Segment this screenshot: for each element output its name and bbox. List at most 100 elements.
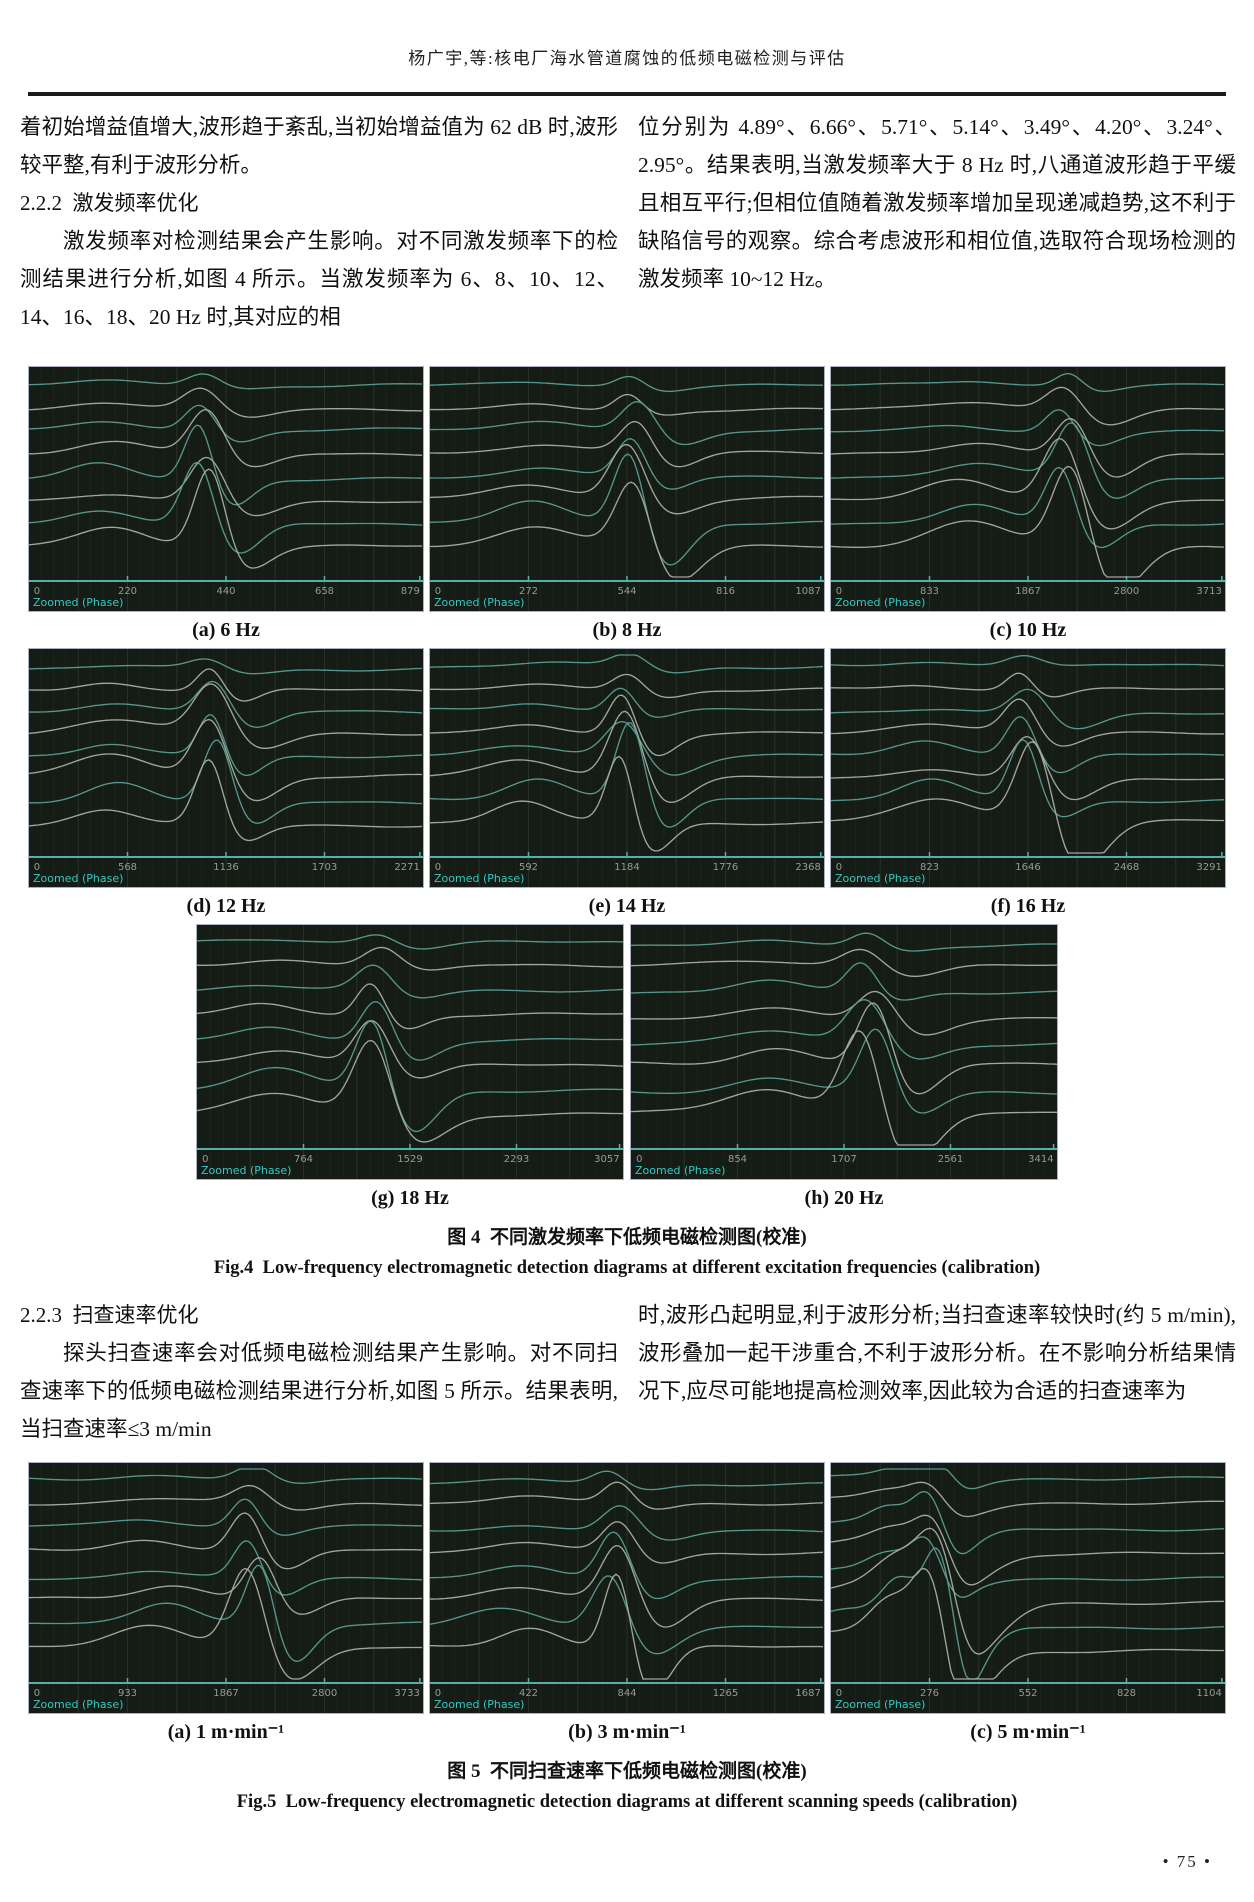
axis-mode-label: Zoomed (Phase) [434, 1698, 524, 1711]
axis-tick-label: 0 [636, 1154, 642, 1165]
waveform-chart: 0 568 1136 1703 2271 Zoomed (Phase) [28, 649, 423, 887]
waveform-panel: 0 276 552 828 1104 Zoomed (Phase) [830, 1462, 1226, 1714]
figure4-captions-row2: (d) 12 Hz (e) 14 Hz (f) 16 Hz [28, 888, 1226, 924]
figure4-caption-zh: 图 4 不同激发频率下低频电磁检测图(校准) [447, 1227, 807, 1248]
text-column-right-222: 位分别为 4.89°、6.66°、5.71°、5.14°、3.49°、4.20°… [638, 108, 1236, 298]
axis-tick-label: 0 [202, 1154, 208, 1165]
header-rule [28, 92, 1226, 96]
waveform-chart: 0 854 1707 2561 3414 Zoomed (Phase) [630, 925, 1058, 1179]
running-header: 杨广宇,等:核电厂海水管道腐蚀的低频电磁检测与评估 [408, 49, 846, 68]
axis-tick-label: 1707 [831, 1154, 856, 1165]
axis-tick-label: 3733 [394, 1688, 419, 1699]
waveform-panel: 0 823 1646 2468 3291 Zoomed (Phase) [830, 648, 1226, 888]
axis-tick-label: 1184 [614, 862, 639, 873]
axis-tick-label: 879 [401, 586, 420, 597]
axis-tick-label: 544 [617, 586, 636, 597]
waveform-chart: 0 422 844 1265 1687 Zoomed (Phase) [429, 1463, 824, 1713]
waveform-panel: 0 933 1867 2800 3733 Zoomed (Phase) [28, 1462, 424, 1714]
axis-tick-label: 933 [118, 1688, 137, 1699]
axis-tick-label: 1265 [713, 1688, 738, 1699]
waveform-chart: 0 764 1529 2293 3057 Zoomed (Phase) [196, 925, 624, 1179]
waveform-chart: 0 833 1867 2800 3713 Zoomed (Phase) [830, 367, 1225, 611]
axis-mode-label: Zoomed (Phase) [434, 872, 524, 885]
axis-mode-label: Zoomed (Phase) [635, 1164, 725, 1177]
figure-4: 0 220 440 658 879 Zoomed (Phase) 0 272 544 816 108… [28, 366, 1226, 1282]
section-heading-223: 2.2.3 扫查速率优化 [20, 1303, 199, 1327]
axis-tick-label: 1136 [213, 862, 238, 873]
axis-tick-label: 272 [519, 586, 538, 597]
axis-tick-label: 2561 [938, 1154, 963, 1165]
axis-tick-label: 0 [34, 586, 40, 597]
figure4-row3: 0 764 1529 2293 3057 Zoomed (Phase) 0 854 1707 25… [28, 924, 1226, 1180]
axis-tick-label: 1867 [213, 1688, 238, 1699]
figure4-row1: 0 220 440 658 879 Zoomed (Phase) 0 272 544 816 108… [28, 366, 1226, 612]
axis-tick-label: 1087 [795, 586, 820, 597]
axis-tick-label: 0 [34, 1688, 40, 1699]
waveform-panel: 0 854 1707 2561 3414 Zoomed (Phase) [630, 924, 1058, 1180]
panel-caption: (c) 5 m·min⁻¹ [970, 1721, 1086, 1743]
panel-caption: (d) 12 Hz [186, 895, 266, 917]
axis-mode-label: Zoomed (Phase) [434, 596, 524, 609]
text-column-right-223: 时,波形凸起明显,利于波形分析;当扫查速率较快时(约 5 m/min),波形叠加… [638, 1296, 1236, 1410]
waveform-panel: 0 220 440 658 879 Zoomed (Phase) [28, 366, 424, 612]
axis-mode-label: Zoomed (Phase) [33, 596, 123, 609]
axis-tick-label: 2368 [795, 862, 820, 873]
axis-tick-label: 592 [519, 862, 538, 873]
waveform-chart: 0 823 1646 2468 3291 Zoomed (Phase) [830, 649, 1225, 887]
axis-tick-label: 1776 [713, 862, 738, 873]
panel-caption: (g) 18 Hz [371, 1187, 449, 1209]
axis-tick-label: 0 [836, 586, 842, 597]
axis-tick-label: 3713 [1196, 586, 1221, 597]
page-number: • 75 • [1162, 1852, 1212, 1871]
panel-caption: (c) 10 Hz [989, 619, 1067, 641]
waveform-panel: 0 764 1529 2293 3057 Zoomed (Phase) [196, 924, 624, 1180]
axis-mode-label: Zoomed (Phase) [835, 872, 925, 885]
panel-caption: (b) 3 m·min⁻¹ [568, 1721, 686, 1743]
axis-tick-label: 0 [435, 862, 441, 873]
panel-caption: (a) 1 m·min⁻¹ [167, 1721, 285, 1743]
axis-tick-label: 764 [294, 1154, 313, 1165]
paragraph-222-right: 位分别为 4.89°、6.66°、5.71°、5.14°、3.49°、4.20°… [638, 115, 1236, 291]
text-column-left-222: 着初始增益值增大,波形趋于紊乱,当初始增益值为 62 dB 时,波形较平整,有利… [20, 108, 618, 336]
axis-tick-label: 3057 [594, 1154, 619, 1165]
paragraph-222-left: 激发频率对检测结果会产生影响。对不同激发频率下的检测结果进行分析,如图 4 所示… [20, 229, 618, 329]
waveform-chart: 0 220 440 658 879 Zoomed (Phase) [28, 367, 423, 611]
waveform-panel: 0 568 1136 1703 2271 Zoomed (Phase) [28, 648, 424, 888]
axis-mode-label: Zoomed (Phase) [33, 1698, 123, 1711]
waveform-chart: 0 272 544 816 1087 Zoomed (Phase) [429, 367, 824, 611]
axis-tick-label: 276 [920, 1688, 939, 1699]
waveform-panel: 0 422 844 1265 1687 Zoomed (Phase) [429, 1462, 825, 1714]
axis-tick-label: 568 [118, 862, 137, 873]
axis-tick-label: 854 [728, 1154, 747, 1165]
axis-mode-label: Zoomed (Phase) [835, 1698, 925, 1711]
axis-tick-label: 1867 [1015, 586, 1040, 597]
axis-tick-label: 0 [836, 1688, 842, 1699]
axis-tick-label: 0 [435, 1688, 441, 1699]
figure5-caption-en: Fig.5 Low-frequency electromagnetic dete… [236, 1792, 1018, 1812]
axis-tick-label: 1646 [1015, 862, 1040, 873]
axis-mode-label: Zoomed (Phase) [33, 872, 123, 885]
panel-caption: (e) 14 Hz [588, 895, 666, 917]
figure5-caption-zh: 图 5 不同扫查速率下低频电磁检测图(校准) [447, 1761, 807, 1782]
axis-tick-label: 0 [34, 862, 40, 873]
figure4-row2: 0 568 1136 1703 2271 Zoomed (Phase) 0 592 1184 17… [28, 648, 1226, 888]
axis-tick-label: 1687 [795, 1688, 820, 1699]
axis-tick-label: 2800 [1114, 586, 1139, 597]
axis-tick-label: 2271 [394, 862, 419, 873]
panel-caption: (a) 6 Hz [192, 619, 260, 641]
axis-tick-label: 0 [836, 862, 842, 873]
waveform-panel: 0 833 1867 2800 3713 Zoomed (Phase) [830, 366, 1226, 612]
text-column-left-223: 2.2.3 扫查速率优化 探头扫查速率会对低频电磁检测结果产生影响。对不同扫查速… [20, 1296, 618, 1448]
axis-tick-label: 2468 [1114, 862, 1139, 873]
figure4-caption-en: Fig.4 Low-frequency electromagnetic dete… [213, 1258, 1041, 1278]
axis-tick-label: 658 [315, 586, 334, 597]
panel-caption: (b) 8 Hz [592, 619, 662, 641]
axis-tick-label: 833 [920, 586, 939, 597]
axis-tick-label: 552 [1018, 1688, 1037, 1699]
figure5-captions-row: (a) 1 m·min⁻¹ (b) 3 m·min⁻¹ (c) 5 m·min⁻¹ [28, 1714, 1226, 1750]
panel-caption: (f) 16 Hz [990, 895, 1066, 917]
axis-tick-label: 1529 [397, 1154, 422, 1165]
waveform-chart: 0 933 1867 2800 3733 Zoomed (Phase) [28, 1463, 423, 1713]
axis-tick-label: 422 [519, 1688, 538, 1699]
